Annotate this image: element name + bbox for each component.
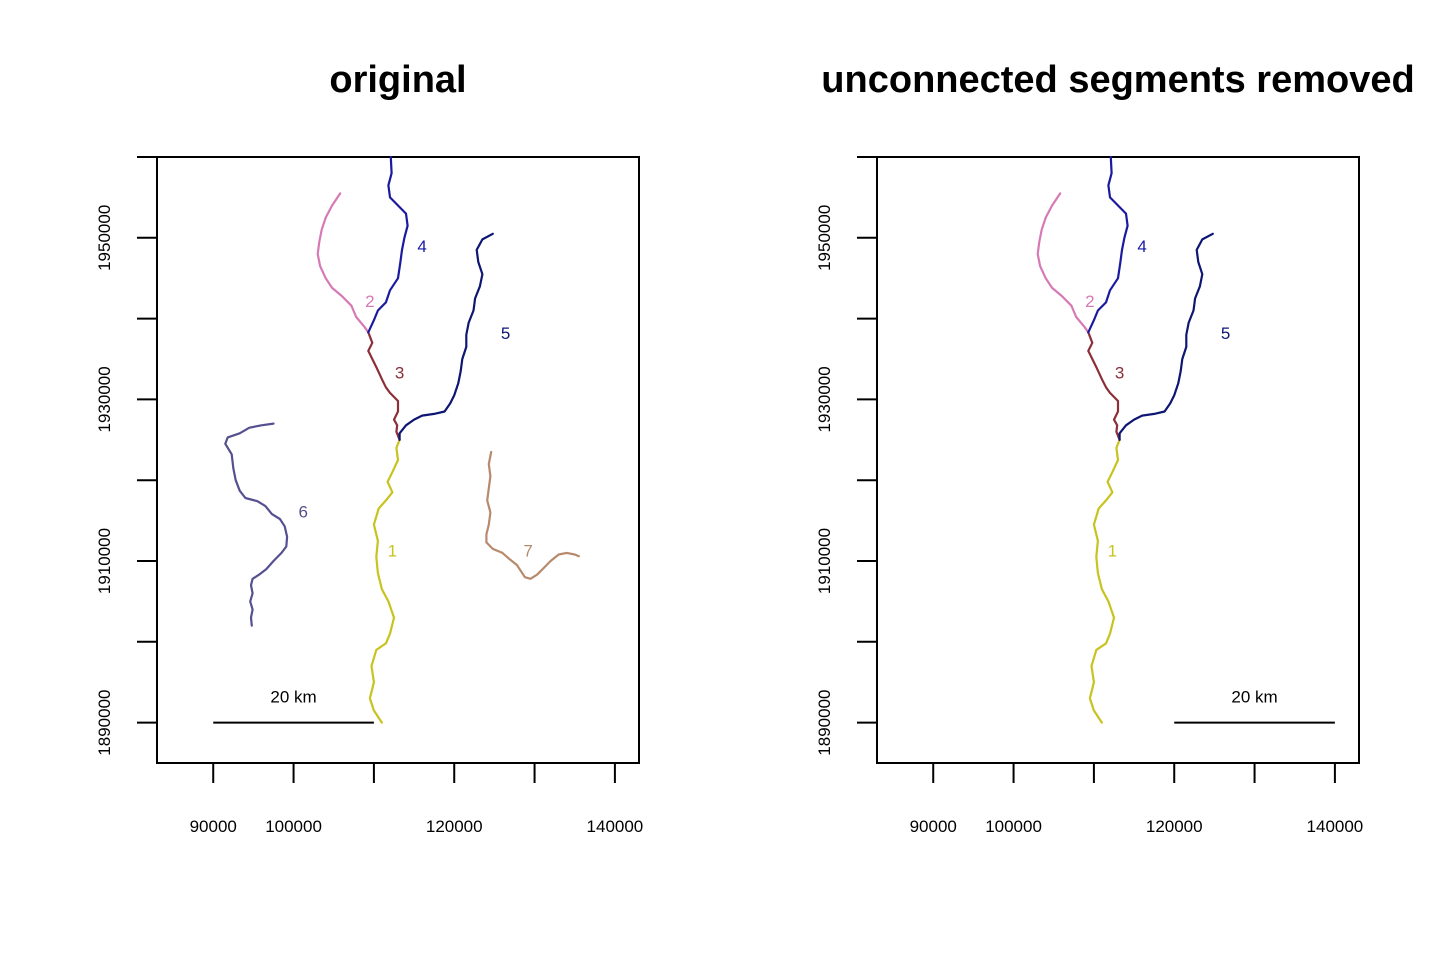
segment-label-5: 5 (501, 324, 510, 343)
segment-line-1 (368, 438, 401, 724)
segment-label-5: 5 (1221, 324, 1230, 343)
y-tick-label: 1910000 (815, 528, 834, 594)
segment-line-1 (1088, 438, 1121, 724)
segment-label-3: 3 (395, 364, 404, 383)
segment-line-2 (1036, 192, 1090, 334)
y-tick-label: 1950000 (95, 205, 114, 271)
scale-bar-label: 20 km (1231, 688, 1277, 707)
segment-line-5 (398, 232, 494, 441)
y-tick-label: 1890000 (95, 690, 114, 756)
plot-frame (876, 156, 1360, 764)
x-tick-label: 100000 (985, 817, 1042, 836)
segment-label-7: 7 (523, 541, 532, 560)
segment-line-4 (367, 155, 409, 334)
scale-bar-label: 20 km (270, 688, 316, 707)
x-tick-label: 120000 (1146, 817, 1203, 836)
x-tick-label: 140000 (587, 817, 644, 836)
x-tick-label: 90000 (910, 817, 957, 836)
y-tick-label: 1930000 (815, 366, 834, 432)
segment-line-7 (485, 450, 580, 580)
segment-label-4: 4 (417, 237, 426, 256)
segment-label-3: 3 (1115, 364, 1124, 383)
segment-label-6: 6 (298, 503, 307, 522)
segment-line-3 (367, 331, 401, 441)
x-tick-label: 140000 (1307, 817, 1364, 836)
chart-panel-2: unconnected segments removed 90000 100000 1… (815, 59, 1415, 836)
chart-title: unconnected segments removed (821, 59, 1414, 101)
segment-line-5 (1118, 232, 1214, 441)
x-tick-label: 90000 (190, 817, 237, 836)
y-tick-label: 1930000 (95, 366, 114, 432)
chart-title: original (329, 59, 466, 101)
chart-panel-1: original 90000 100000 120000 140000 1890000 19… (95, 59, 643, 836)
segment-label-2: 2 (1085, 292, 1094, 311)
x-tick-label: 100000 (265, 817, 322, 836)
y-tick-label: 1950000 (815, 205, 834, 271)
segment-line-2 (316, 192, 370, 334)
y-tick-label: 1890000 (815, 690, 834, 756)
segment-label-4: 4 (1137, 237, 1146, 256)
segment-line-3 (1087, 331, 1121, 441)
plot-frame (156, 156, 640, 764)
segment-label-2: 2 (365, 292, 374, 311)
segment-label-1: 1 (1108, 541, 1117, 560)
segment-label-1: 1 (388, 541, 397, 560)
segment-line-4 (1087, 155, 1129, 334)
x-tick-label: 120000 (426, 817, 483, 836)
segment-line-6 (224, 422, 289, 627)
y-tick-label: 1910000 (95, 528, 114, 594)
